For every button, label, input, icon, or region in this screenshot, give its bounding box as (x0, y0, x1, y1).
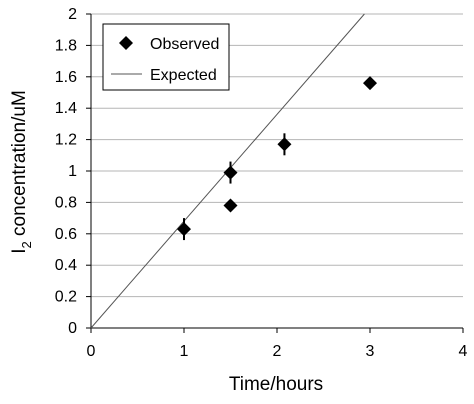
x-tick-label: 3 (366, 343, 375, 360)
y-axis-title-rest: concentration/uM (9, 90, 30, 241)
series (90, 13, 377, 329)
y-axis-title-base: I (9, 248, 30, 253)
y-tick-label: 0.2 (55, 289, 77, 306)
legend-observed-marker (119, 36, 133, 50)
legend-observed-label: Observed (150, 36, 219, 53)
gridlines (91, 13, 463, 298)
y-axis-title: I2 concentration/uM (9, 90, 34, 254)
legend-expected-label: Expected (150, 67, 217, 84)
y-tick-label: 1 (68, 163, 77, 180)
observed-point (277, 137, 292, 152)
observed-point (223, 198, 238, 213)
x-axis-title: Time/hours (229, 374, 323, 395)
x-tick-label: 4 (459, 343, 468, 360)
y-tick-label: 0.6 (55, 226, 77, 243)
observed-point (177, 222, 191, 237)
y-axis-title-subscript: 2 (19, 241, 34, 248)
x-tick-label: 0 (87, 343, 96, 360)
y-tick-label: 1.6 (55, 69, 77, 86)
y-tick-label: 0 (68, 320, 77, 337)
legend-box (102, 23, 230, 91)
x-tick-label: 2 (273, 343, 282, 360)
axes (86, 13, 464, 333)
observed-point (363, 76, 377, 91)
y-tick-label: 1.2 (55, 132, 77, 149)
y-tick-label: 0.8 (55, 194, 77, 211)
y-tick-label: 1.8 (55, 37, 77, 54)
tick-labels: 0 0.2 0.4 0.6 0.8 1 1.2 1.4 1.6 1.8 2 0 1 2 3 4 (55, 6, 468, 360)
y-tick-label: 1.4 (55, 100, 77, 117)
y-tick-label: 2 (68, 6, 77, 23)
legend: Observed Expected (102, 23, 230, 91)
x-tick-label: 1 (180, 343, 189, 360)
observed-point (223, 165, 238, 180)
y-tick-label: 0.4 (55, 257, 77, 274)
